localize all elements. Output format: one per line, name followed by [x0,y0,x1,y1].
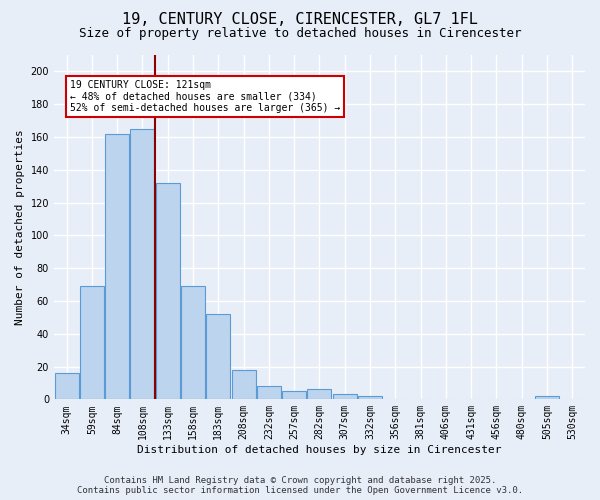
Bar [130,129,154,400]
Y-axis label: Number of detached properties: Number of detached properties [15,130,25,325]
Bar [257,386,281,400]
Bar [282,391,306,400]
Bar [232,370,256,400]
Bar [156,183,180,400]
Text: 19 CENTURY CLOSE: 121sqm
← 48% of detached houses are smaller (334)
52% of semi-: 19 CENTURY CLOSE: 121sqm ← 48% of detach… [70,80,341,113]
Bar [181,286,205,400]
Bar [80,286,104,400]
Text: Contains HM Land Registry data © Crown copyright and database right 2025.
Contai: Contains HM Land Registry data © Crown c… [77,476,523,495]
Bar [55,373,79,400]
Bar [535,396,559,400]
Bar [333,394,357,400]
Text: Size of property relative to detached houses in Cirencester: Size of property relative to detached ho… [79,28,521,40]
Text: 19, CENTURY CLOSE, CIRENCESTER, GL7 1FL: 19, CENTURY CLOSE, CIRENCESTER, GL7 1FL [122,12,478,28]
Bar [105,134,129,400]
Bar [358,396,382,400]
X-axis label: Distribution of detached houses by size in Cirencester: Distribution of detached houses by size … [137,445,502,455]
Bar [307,390,331,400]
Bar [206,314,230,400]
